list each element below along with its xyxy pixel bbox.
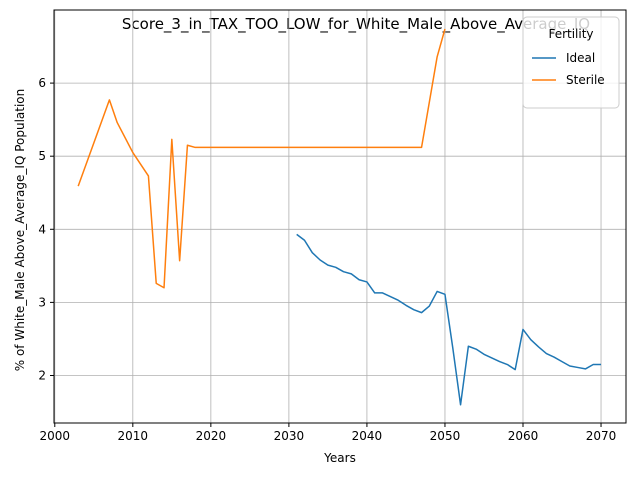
series-lines bbox=[77, 28, 602, 406]
y-tick-label: 5 bbox=[38, 149, 46, 163]
x-tick-label: 2060 bbox=[508, 429, 539, 443]
y-axis: 2 3 4 5 6 bbox=[38, 76, 54, 382]
y-tick-label: 3 bbox=[38, 295, 46, 309]
x-tick-label: 2050 bbox=[430, 429, 461, 443]
y-tick-label: 4 bbox=[38, 222, 46, 236]
legend-ideal-label: Ideal bbox=[566, 51, 595, 65]
x-tick-label: 2040 bbox=[352, 429, 383, 443]
legend-sterile-label: Sterile bbox=[566, 73, 605, 87]
x-tick-label: 2020 bbox=[196, 429, 227, 443]
ideal-series-line bbox=[296, 233, 602, 406]
y-tick-label: 6 bbox=[38, 76, 46, 90]
x-tick-label: 2000 bbox=[40, 429, 71, 443]
chart-title: Score_3_in_TAX_TOO_LOW_for_White_Male_Ab… bbox=[122, 15, 590, 34]
y-tick-label: 2 bbox=[38, 368, 46, 382]
y-axis-label: % of White_Male Above_Average_IQ Populat… bbox=[13, 89, 27, 372]
legend-box bbox=[522, 16, 620, 109]
sterile-series-line bbox=[77, 28, 446, 289]
x-tick-label: 2070 bbox=[586, 429, 617, 443]
legend-title: Fertility bbox=[548, 27, 593, 41]
x-tick-label: 2030 bbox=[274, 429, 305, 443]
legend: Fertility Ideal Sterile bbox=[522, 16, 620, 109]
x-axis: 2000 2010 2020 2030 2040 2050 2060 2070 bbox=[40, 423, 617, 443]
x-axis-label: Years bbox=[323, 451, 356, 465]
plot-frame bbox=[53, 9, 627, 424]
x-tick-label: 2010 bbox=[118, 429, 149, 443]
